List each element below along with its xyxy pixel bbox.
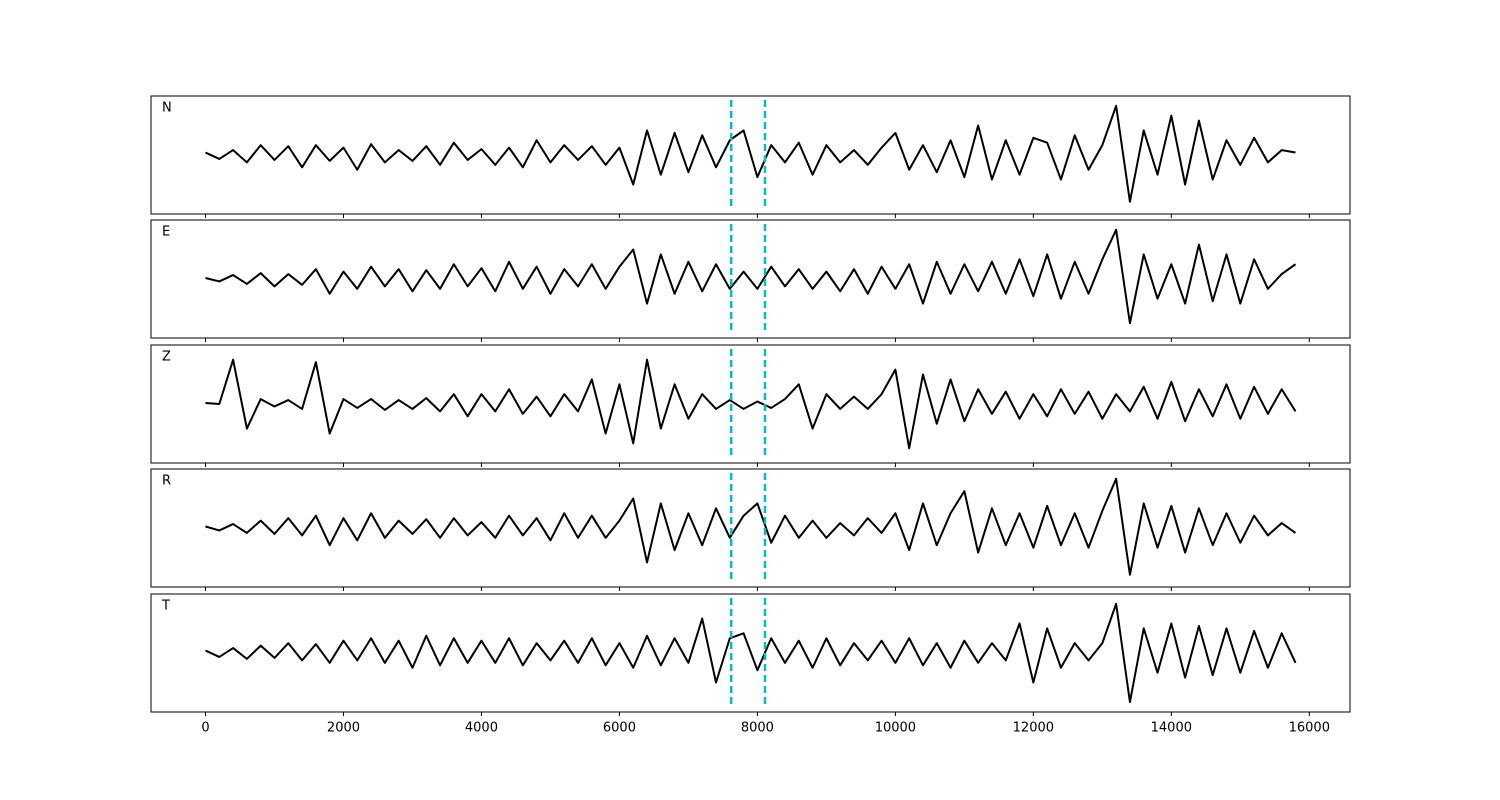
x-tick-label: 10000 xyxy=(875,721,916,736)
trace xyxy=(205,104,1296,203)
trace xyxy=(205,602,1297,704)
x-tick-label: 6000 xyxy=(603,721,636,736)
trace xyxy=(205,477,1297,576)
axes-frame xyxy=(150,593,1351,713)
channel-label: E xyxy=(162,225,170,240)
channel-label: Z xyxy=(162,350,171,365)
x-tick-label: 2000 xyxy=(327,721,360,736)
x-tick-label: 8000 xyxy=(741,721,774,736)
x-tick-label: 12000 xyxy=(1013,721,1054,736)
axes-frame xyxy=(150,95,1351,215)
x-tick-label: 4000 xyxy=(465,721,498,736)
x-tick-label: 0 xyxy=(201,721,209,736)
axes-frame xyxy=(150,219,1351,339)
axes-frame xyxy=(150,344,1351,464)
x-tick-label: 14000 xyxy=(1151,721,1192,736)
axes-frame xyxy=(150,468,1351,588)
channel-label: R xyxy=(162,474,171,489)
x-tick-label: 16000 xyxy=(1289,721,1330,736)
channel-label: N xyxy=(162,101,172,116)
channel-label: T xyxy=(161,599,170,614)
trace xyxy=(205,358,1297,450)
trace xyxy=(205,228,1297,325)
